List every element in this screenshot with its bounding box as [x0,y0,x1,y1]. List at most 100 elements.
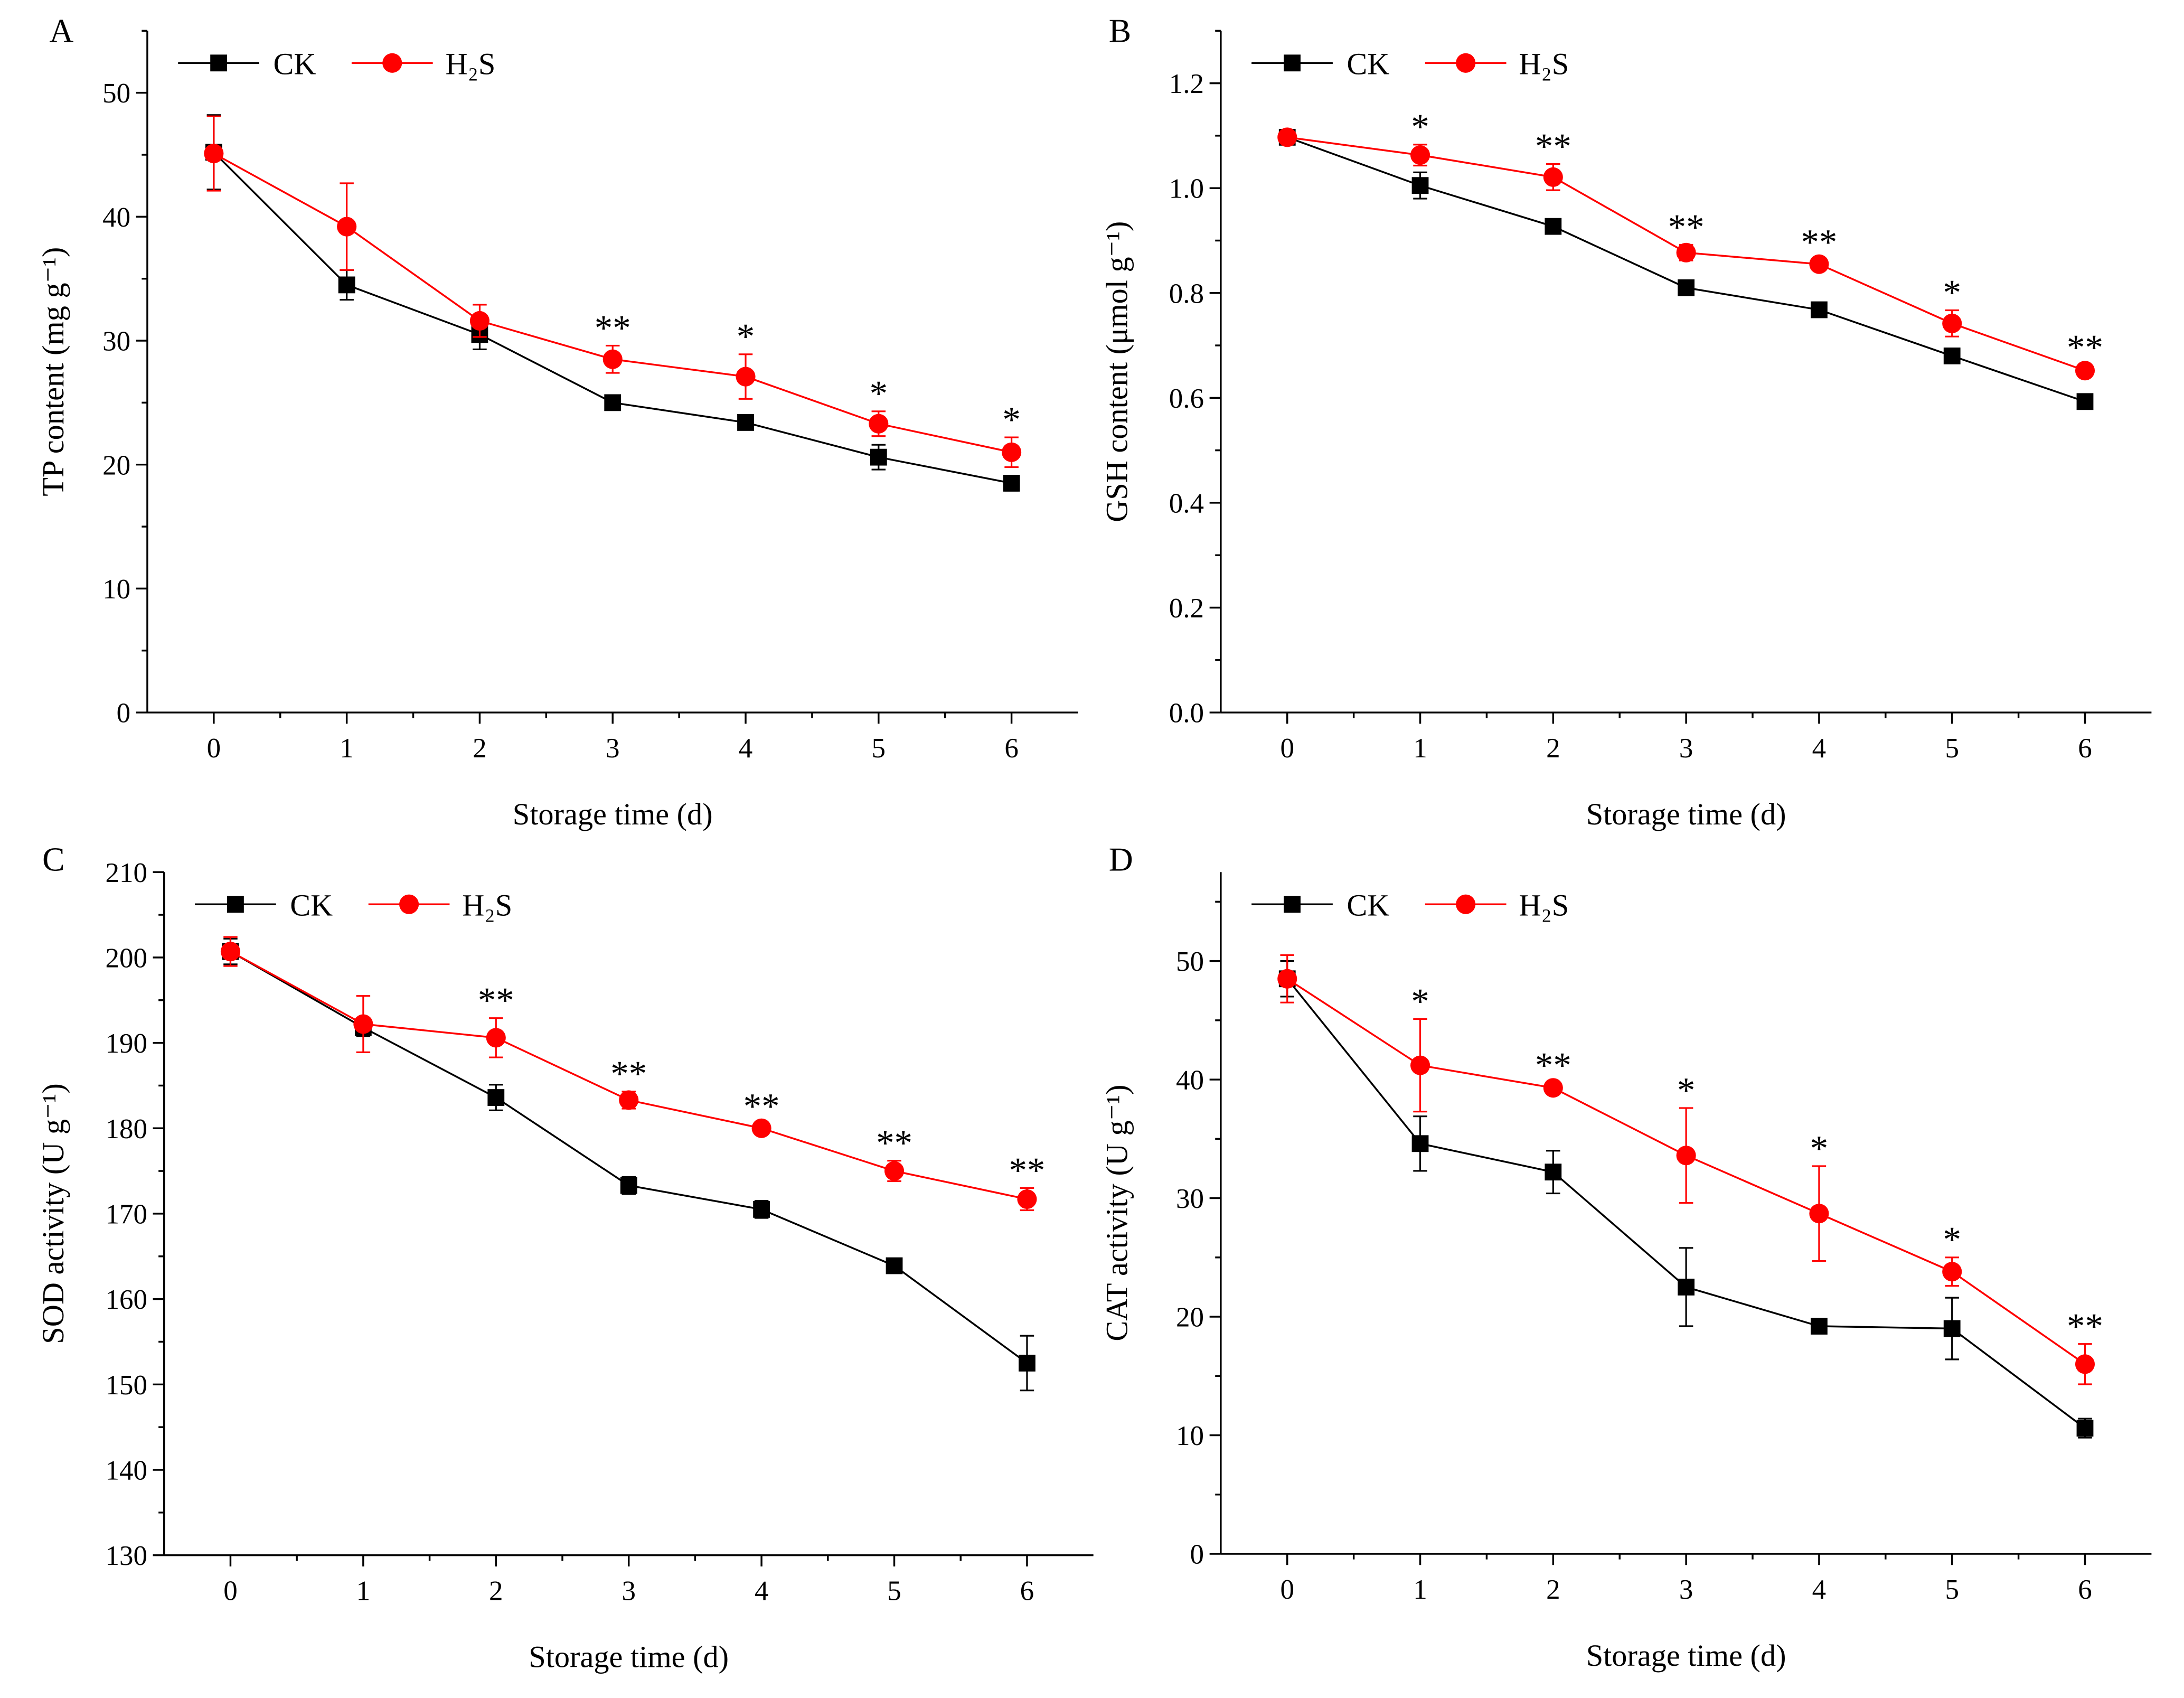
y-tick-label: 130 [105,1541,147,1571]
x-tick-label: 5 [872,733,886,764]
data-point [604,394,622,411]
x-tick-label: 6 [2078,733,2092,764]
series-h2s [220,936,1037,1212]
x-tick-label: 3 [1679,733,1693,764]
x-tick-label: 4 [1812,733,1827,764]
data-point [603,349,623,369]
x-tick-label: 4 [1812,1574,1827,1605]
chart-panel-B: 0 1 2 3 4 5 6 0.0 0.2 0.4 0.6 0.8 1.0 1.2 Storage time… [1099,12,2152,831]
x-tick-label: 1 [356,1575,371,1606]
legend-marker-h2s [382,53,402,73]
y-tick-label: 10 [102,574,130,605]
data-point [1543,1078,1563,1098]
significance-marker: * [870,373,888,414]
data-point [1943,348,1961,364]
x-axis-label: Storage time (d) [513,797,713,831]
legend-label-ck: CK [1347,888,1389,922]
data-point [886,1257,903,1274]
data-point [1811,1318,1828,1335]
data-point [870,448,887,466]
data-point [469,311,489,331]
x-tick-label: 2 [1546,1574,1560,1605]
y-tick-label: 0.0 [1169,698,1204,729]
y-tick-label: 180 [105,1114,147,1144]
legend-marker-h2s [399,894,419,914]
data-point [220,942,241,962]
data-point [353,1014,373,1034]
y-tick-label: 150 [105,1370,147,1401]
y-tick-label: 30 [1176,1184,1204,1214]
panel-label: B [1109,12,1131,50]
y-tick-label: 0.8 [1169,278,1204,309]
data-point [1942,1262,1962,1282]
data-point [1411,177,1429,194]
data-point [338,276,355,294]
panel-label: D [1109,841,1133,878]
significance-marker: * [1943,1219,1961,1260]
x-tick-label: 1 [340,733,354,764]
significance-marker: ** [2067,327,2103,368]
x-tick-label: 5 [887,1575,901,1606]
y-tick-label: 20 [1176,1302,1204,1333]
data-point [1277,127,1297,147]
data-point [487,1089,505,1106]
data-point [1678,1279,1695,1296]
data-point [486,1028,506,1048]
data-point [2075,361,2095,381]
significance-marker: ** [1009,1150,1045,1190]
x-tick-label: 0 [207,733,221,764]
significance-marker: * [1677,1070,1695,1110]
x-tick-label: 2 [489,1575,503,1606]
y-tick-label: 0 [117,698,131,729]
chart-panel-C: 0 1 2 3 4 5 6 130 140 150 160 170 180 190 200 210 Storag… [36,841,1094,1674]
x-tick-label: 6 [1004,733,1019,764]
x-tick-label: 6 [1020,1575,1034,1606]
y-tick-label: 0.4 [1169,488,1204,519]
y-tick-label: 140 [105,1456,147,1486]
data-point [1809,254,1829,274]
x-tick-label: 5 [1945,733,1959,764]
x-axis-label: Storage time (d) [1586,797,1786,831]
data-point [619,1090,639,1110]
significance-marker: * [1810,1128,1828,1168]
data-point [337,217,357,237]
legend-marker-ck [1284,54,1301,72]
legend: CK H₂S [1251,46,1569,81]
y-tick-label: 20 [102,450,130,481]
x-tick-label: 3 [606,733,620,764]
significance-marker: ** [1535,126,1571,166]
data-point [1277,969,1297,989]
series-h2s [1277,954,2095,1385]
legend-label-h2s: H₂S [445,46,495,81]
y-tick-label: 170 [105,1199,147,1230]
y-tick-label: 210 [105,858,147,888]
y-tick-label: 160 [105,1284,147,1315]
data-point [2076,393,2094,410]
y-axis-label: SOD activity (U g⁻¹) [36,1083,70,1344]
x-axis-label: Storage time (d) [1586,1638,1786,1673]
data-point [1017,1189,1037,1209]
data-point [1410,1055,1430,1075]
x-tick-label: 6 [2078,1574,2092,1605]
significance-marker: ** [595,308,631,348]
significance-marker: * [1411,981,1429,1021]
y-tick-label: 1.0 [1169,174,1204,204]
data-point [1411,1135,1429,1152]
y-tick-label: 30 [102,326,130,357]
series-h2s [1277,127,2095,381]
significance-marker: * [1411,107,1429,147]
y-tick-label: 0.2 [1169,593,1204,624]
chart-panel-D: 0 1 2 3 4 5 6 0 10 20 30 40 50 Storage time (d) CAT ac… [1099,841,2152,1673]
data-point [204,144,224,164]
legend: CK H₂S [178,46,495,81]
legend-marker-ck [1284,896,1301,913]
legend-marker-h2s [1456,53,1476,73]
legend-marker-h2s [1456,894,1476,914]
y-tick-label: 1.2 [1169,69,1204,99]
data-point [1676,1146,1696,1166]
y-tick-label: 0.6 [1169,383,1204,414]
x-tick-label: 0 [223,1575,238,1606]
legend: CK H₂S [195,888,512,922]
data-point [2076,1420,2094,1437]
